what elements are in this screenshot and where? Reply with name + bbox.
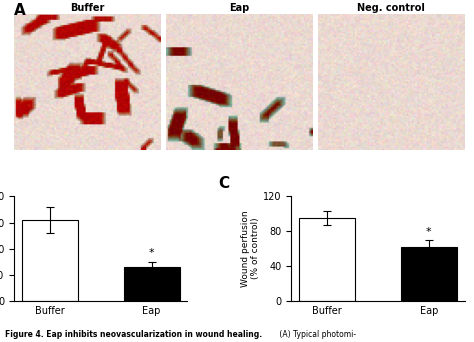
Text: Figure 4. Eap inhibits neovascularization in wound healing.: Figure 4. Eap inhibits neovascularizatio… — [5, 330, 262, 339]
Title: Eap: Eap — [229, 3, 249, 13]
Bar — [299, 218, 355, 301]
Text: (A) Typical photomi-: (A) Typical photomi- — [277, 330, 356, 339]
Text: A: A — [14, 3, 26, 18]
Title: Buffer: Buffer — [70, 3, 104, 13]
Title: Neg. control: Neg. control — [357, 3, 425, 13]
Bar — [22, 220, 78, 301]
Y-axis label: Wound perfusion
(% of control): Wound perfusion (% of control) — [241, 210, 260, 287]
Text: C: C — [219, 176, 230, 191]
Text: *: * — [149, 248, 155, 258]
Bar — [124, 267, 180, 301]
Text: *: * — [426, 227, 431, 237]
Bar — [401, 247, 456, 301]
